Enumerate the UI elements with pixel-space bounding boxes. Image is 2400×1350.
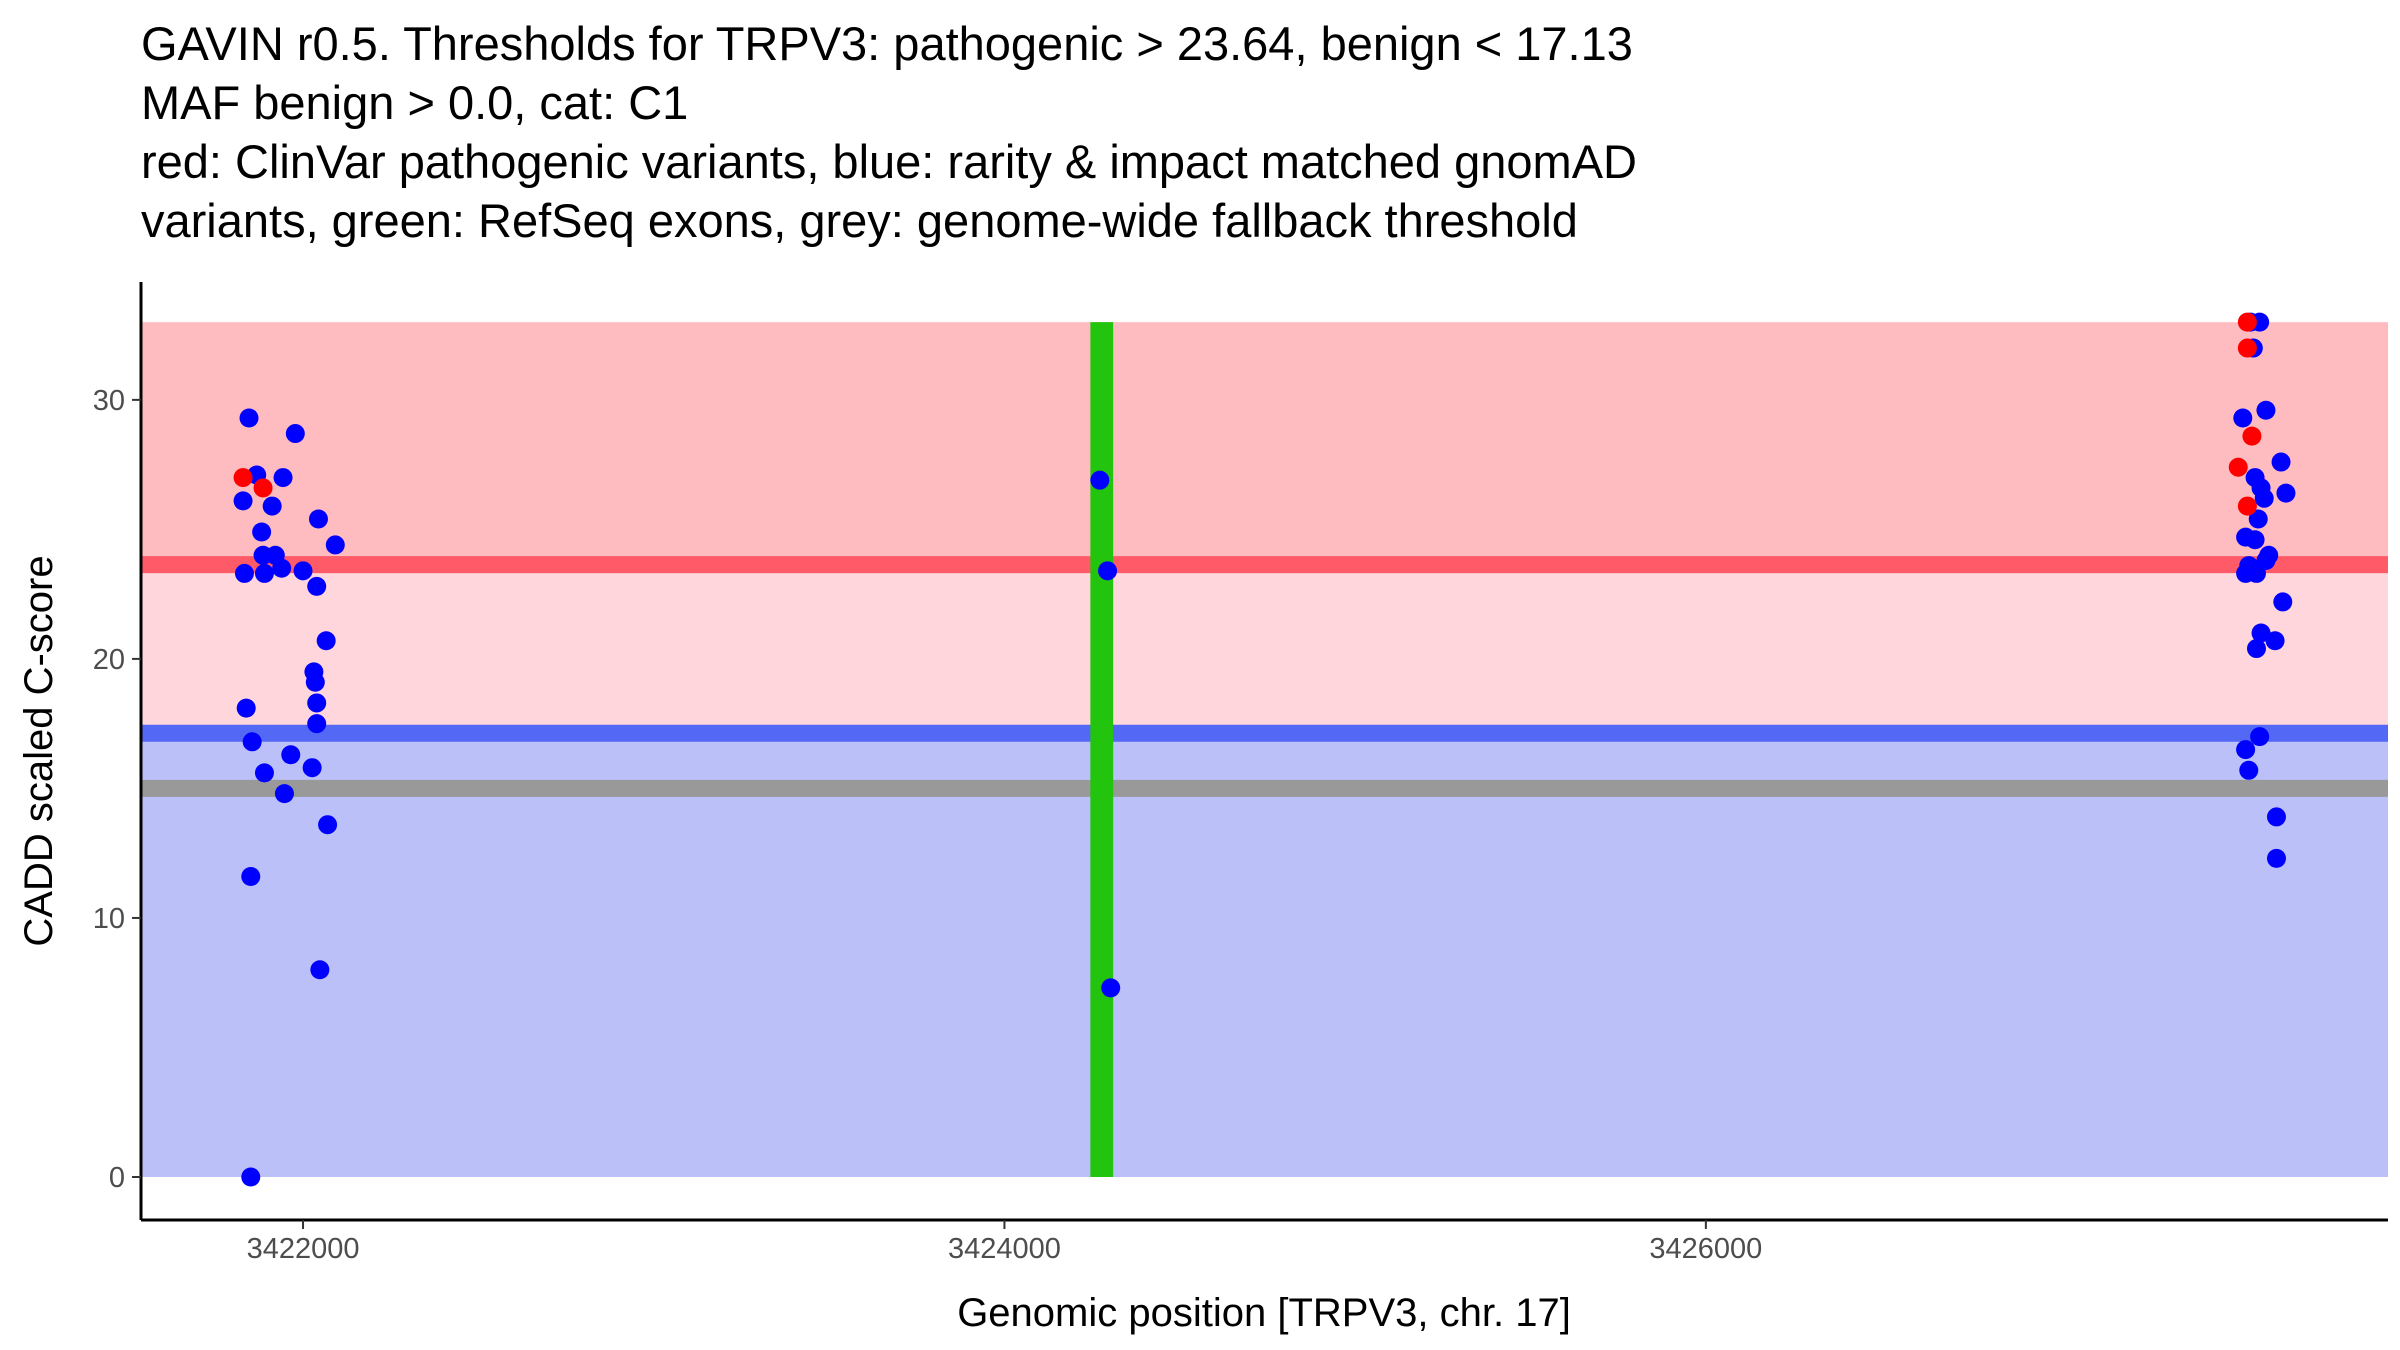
gnomad-point xyxy=(241,1167,261,1187)
gnomad-point xyxy=(2256,400,2276,420)
gnomad-point xyxy=(318,815,338,835)
clinvar-point xyxy=(2242,426,2262,446)
gnomad-point xyxy=(254,563,274,583)
chart-title: GAVIN r0.5. Thresholds for TRPV3: pathog… xyxy=(141,14,1637,250)
threshold-lines xyxy=(141,556,2388,797)
y-axis-title: CADD scaled C-score xyxy=(17,555,61,946)
gnomad-point xyxy=(272,558,292,578)
gnomad-point xyxy=(2245,530,2265,550)
gnomad-point xyxy=(1101,978,1121,998)
gnomad-point xyxy=(307,714,327,734)
gnomad-point xyxy=(1090,470,1110,490)
gnomad-point xyxy=(2236,740,2256,760)
gnomad-point xyxy=(239,408,259,428)
uncertain-band xyxy=(141,564,2388,734)
gnomad-point xyxy=(2254,488,2274,508)
y-tick-label: 0 xyxy=(109,1162,125,1194)
clinvar-point xyxy=(233,468,253,488)
gnomad-point xyxy=(274,784,294,804)
clinvar-point xyxy=(2237,338,2257,358)
clinvar-point xyxy=(2237,312,2257,332)
gnomad-point xyxy=(285,424,305,444)
x-tick-label: 3426000 xyxy=(1649,1233,1762,1265)
data-points xyxy=(233,312,2296,1187)
gnomad-point xyxy=(2265,631,2285,651)
gnomad-point xyxy=(302,758,322,778)
gnomad-point xyxy=(262,496,282,516)
gnomad-point xyxy=(254,763,274,783)
gnomad-point xyxy=(233,491,253,511)
gnomad-point xyxy=(1098,561,1118,581)
x-tick-label: 3422000 xyxy=(247,1233,360,1265)
gnomad-point xyxy=(236,698,256,718)
gnomad-point xyxy=(325,535,345,555)
gnomad-point xyxy=(308,509,328,529)
clinvar-point xyxy=(2237,496,2257,516)
gnomad-point xyxy=(241,867,261,887)
gnomad-point xyxy=(2236,563,2256,583)
gnomad-point xyxy=(307,693,327,713)
y-tick-label: 20 xyxy=(93,644,125,676)
gnomad-point xyxy=(2251,623,2271,643)
clinvar-point xyxy=(2228,457,2248,477)
gnomad-point xyxy=(307,576,327,596)
gnomad-point xyxy=(234,563,254,583)
gnomad-point xyxy=(273,468,293,488)
gnomad-point xyxy=(316,631,336,651)
gnomad-point xyxy=(2239,760,2259,780)
gnomad-point xyxy=(310,960,330,980)
title-line: red: ClinVar pathogenic variants, blue: … xyxy=(141,135,1637,188)
title-line: GAVIN r0.5. Thresholds for TRPV3: pathog… xyxy=(141,17,1633,70)
gnomad-point xyxy=(242,732,262,752)
gnomad-point xyxy=(2233,408,2253,428)
axes: 3422000 3424000 3426000 0 10 20 30 xyxy=(93,282,2388,1265)
exon-bar xyxy=(1090,322,1114,1177)
benign-band xyxy=(141,733,2388,1177)
title-line: variants, green: RefSeq exons, grey: gen… xyxy=(141,194,1578,247)
y-tick-label: 30 xyxy=(93,385,125,417)
x-tick-label: 3424000 xyxy=(948,1233,1061,1265)
exon-bars xyxy=(1090,322,1114,1177)
gnomad-point xyxy=(252,522,272,542)
y-tick-label: 10 xyxy=(93,903,125,935)
gnomad-point xyxy=(2250,727,2270,747)
threshold-bands xyxy=(141,322,2388,1177)
gnomad-point xyxy=(305,672,325,692)
title-line: MAF benign > 0.0, cat: C1 xyxy=(141,76,689,129)
gnomad-point xyxy=(2266,848,2286,868)
gnomad-point xyxy=(2273,592,2293,612)
pathogenic-band xyxy=(141,322,2388,565)
gnomad-point xyxy=(2266,807,2286,827)
gnomad-point xyxy=(2246,639,2266,659)
gnomad-point xyxy=(281,745,301,765)
gnomad-point xyxy=(293,561,313,581)
gnomad-point xyxy=(2271,452,2291,472)
clinvar-point xyxy=(253,478,273,498)
x-axis-title: Genomic position [TRPV3, chr. 17] xyxy=(957,1291,1571,1335)
gnomad-point xyxy=(2276,483,2296,503)
gnomad-point xyxy=(2248,509,2268,529)
